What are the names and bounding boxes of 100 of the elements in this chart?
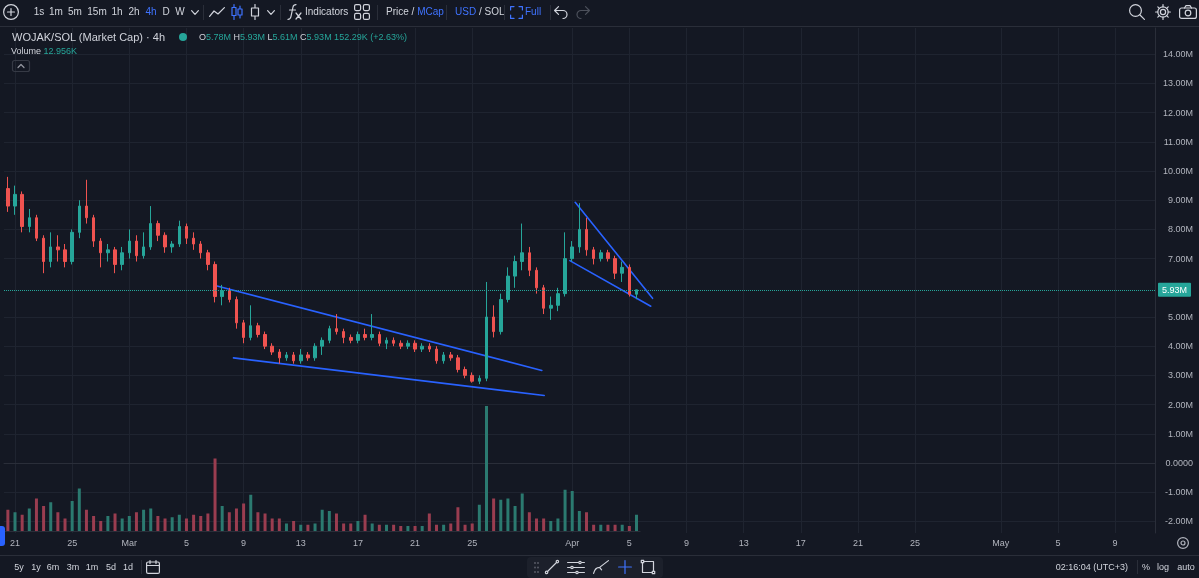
candlestick (92, 214, 95, 248)
candlestick (192, 231, 195, 251)
bar (320, 509, 324, 531)
bar (242, 503, 246, 531)
candlestick (349, 334, 353, 344)
candlestick (385, 336, 388, 350)
bar (434, 524, 438, 531)
bar (492, 498, 496, 531)
y-tick-label: 8.00M (1167, 224, 1193, 235)
text: 4h (145, 6, 157, 17)
bar (620, 524, 624, 531)
bar (34, 498, 38, 531)
text: 1s (33, 6, 45, 18)
candlestick (299, 348, 303, 365)
candlestick (263, 331, 267, 350)
bar (199, 516, 203, 531)
candlestick (578, 202, 581, 254)
text: 3m (66, 561, 80, 573)
bar (106, 516, 110, 531)
candlestick (63, 243, 67, 268)
bar (370, 523, 374, 531)
candlestick (99, 237, 102, 268)
text: log (1156, 561, 1170, 573)
candlestick (13, 185, 17, 216)
bar (577, 511, 581, 531)
bar (84, 509, 88, 531)
candlestick (456, 354, 460, 373)
bar (470, 523, 474, 531)
y-tick-label: 10.00M (1162, 166, 1193, 177)
bar (513, 506, 517, 531)
bar (177, 514, 181, 531)
x-tick-label: 9 (1112, 537, 1118, 548)
bar (213, 458, 217, 531)
text: Indicators (305, 6, 349, 18)
bar (484, 406, 488, 531)
candlestick (320, 336, 324, 356)
bar (542, 518, 546, 531)
bar (334, 513, 338, 531)
candlestick (78, 199, 81, 239)
candlestick (499, 293, 503, 335)
x-tick-label: 5 (183, 537, 189, 548)
bar (270, 518, 274, 531)
candlestick (170, 240, 174, 254)
candlestick (478, 374, 481, 385)
candlestick (42, 234, 45, 274)
x-tick-label: 13 (295, 537, 306, 548)
bar (220, 506, 224, 531)
text: USD / SOL (455, 6, 505, 18)
bar (20, 514, 24, 531)
candlestick (470, 371, 474, 384)
bar (163, 518, 167, 531)
bar (299, 524, 303, 531)
bar (392, 524, 396, 531)
y-tick-label: 7.00M (1167, 253, 1193, 264)
bar (456, 507, 460, 531)
candlestick (270, 342, 274, 356)
candlestick (106, 243, 110, 263)
candlestick (235, 296, 238, 330)
candlestick (606, 249, 610, 263)
x-tick-label: 25 (67, 537, 78, 548)
candlestick (242, 319, 245, 344)
text: % (1141, 561, 1151, 573)
candlestick (328, 325, 331, 344)
bar (256, 512, 260, 531)
y-tick-label: -2.00M (1164, 516, 1193, 527)
candlestick (249, 304, 252, 341)
candlestick (156, 220, 160, 242)
x-tick-label: Mar (121, 537, 138, 548)
bar (42, 506, 46, 531)
x-tick-label: 13 (738, 537, 749, 548)
bar (170, 517, 174, 531)
bar (70, 501, 74, 531)
bar (263, 513, 267, 531)
x-tick-label: 21 (410, 537, 421, 548)
bar (49, 502, 53, 531)
bar (506, 498, 510, 531)
bar (356, 521, 360, 531)
candlestick (370, 313, 374, 341)
bar (427, 513, 431, 531)
y-tick-label: 3.00M (1167, 370, 1193, 381)
bar (227, 512, 231, 531)
text: 1m (49, 6, 63, 18)
y-tick-label: -1.00M (1164, 487, 1193, 498)
candlestick (520, 223, 524, 271)
candlestick (442, 351, 445, 365)
candlestick (378, 331, 381, 347)
candlestick (128, 228, 131, 260)
y-tick-label: 13.00M (1162, 78, 1193, 89)
y-tick-label: 1.00M (1167, 428, 1193, 439)
candlestick (463, 366, 467, 379)
candlestick (435, 345, 438, 365)
y-tick-label: 0.0000 (1165, 457, 1193, 468)
text: auto (1177, 561, 1195, 573)
candlestick (399, 339, 403, 350)
x-tick-label: 9 (241, 537, 247, 548)
candlestick (213, 261, 217, 303)
text: 5d (105, 561, 117, 573)
bar (520, 493, 524, 531)
candlestick (585, 217, 588, 257)
bar (184, 518, 188, 531)
